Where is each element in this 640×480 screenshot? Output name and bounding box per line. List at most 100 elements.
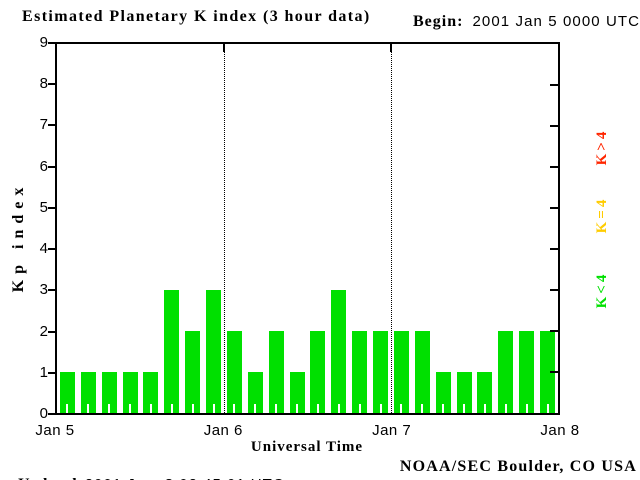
kp-bar — [101, 372, 117, 413]
x-minor-tick — [504, 404, 507, 413]
left-y-tick — [48, 371, 55, 374]
x-minor-tick — [525, 404, 528, 413]
kp-bar — [59, 372, 75, 413]
begin-value: 2001 Jan 5 0000 UTC — [472, 13, 640, 30]
legend-k-lt4: K<4 — [594, 271, 610, 309]
x-tick-label: Jan 7 — [372, 422, 412, 439]
kp-bar — [289, 372, 305, 413]
x-minor-tick — [233, 404, 236, 413]
right-y-tick — [550, 371, 558, 373]
y-tick-label: 5 — [39, 198, 48, 216]
day-boundary-gridline — [391, 44, 392, 413]
kp-bar — [80, 372, 96, 413]
kp-bar — [393, 331, 409, 413]
right-y-tick — [550, 248, 558, 250]
x-minor-tick — [149, 404, 152, 413]
x-minor-tick — [400, 404, 403, 413]
left-y-tick — [48, 165, 55, 168]
begin-timestamp: Begin: 2001 Jan 5 0000 UTC — [413, 13, 640, 31]
left-y-tick — [48, 248, 55, 251]
left-y-tick — [48, 42, 55, 44]
x-minor-tick — [87, 404, 90, 413]
kp-bar — [352, 331, 368, 413]
kp-bar — [331, 290, 347, 413]
updated-value: 2001 Jan 8 02:45:01 UTC — [77, 476, 285, 480]
day-boundary-gridline — [224, 44, 225, 413]
y-axis-title: Kp index — [10, 181, 27, 293]
x-minor-tick — [546, 404, 549, 413]
x-tick-label: Jan 5 — [35, 422, 75, 439]
kp-bar — [519, 331, 535, 413]
plot-area — [57, 44, 558, 413]
x-minor-tick — [275, 404, 278, 413]
y-tick-label: 7 — [39, 116, 48, 134]
y-tick-label: 0 — [39, 405, 48, 422]
x-tick-label: Jan 8 — [540, 422, 580, 439]
y-tick-label: 1 — [39, 363, 48, 381]
x-axis-title: Universal Time — [250, 439, 364, 455]
kp-bar — [268, 331, 284, 413]
chart-title: Estimated Planetary K index (3 hour data… — [22, 8, 371, 25]
right-y-tick — [550, 207, 558, 209]
left-y-tick — [48, 330, 55, 333]
kp-bar — [373, 331, 389, 413]
kp-bar — [226, 331, 242, 413]
kp-bar — [477, 372, 493, 413]
kp-bar — [414, 331, 430, 413]
kp-bar — [310, 331, 326, 413]
x-minor-tick — [483, 404, 486, 413]
plot-frame — [55, 42, 560, 415]
updated-timestamp: Updated2001 Jan 8 02:45:01 UTC — [2, 458, 285, 480]
x-minor-tick — [108, 404, 111, 413]
kp-bar — [206, 290, 222, 413]
legend-k-eq4: K=4 — [594, 196, 610, 234]
credit-text: NOAA/SEC Boulder, CO USA — [399, 458, 637, 475]
x-minor-tick — [463, 404, 466, 413]
x-minor-tick — [129, 404, 132, 413]
y-tick-label: 3 — [39, 281, 48, 299]
top-day-tick — [223, 44, 225, 52]
y-tick-label: 2 — [39, 322, 48, 340]
x-minor-tick — [379, 404, 382, 413]
right-y-tick — [550, 166, 558, 168]
y-tick-label: 6 — [39, 157, 48, 175]
begin-label: Begin: — [413, 13, 464, 30]
left-y-tick — [48, 83, 55, 86]
kp-bar — [164, 290, 180, 413]
legend-k-gt4: K>4 — [594, 128, 610, 166]
y-tick-label: 8 — [39, 75, 48, 93]
left-y-tick — [48, 413, 55, 415]
left-y-tick — [48, 124, 55, 127]
left-y-tick — [48, 206, 55, 209]
x-minor-tick — [337, 404, 340, 413]
y-tick-label: 4 — [39, 240, 48, 258]
x-minor-tick — [316, 404, 319, 413]
x-minor-tick — [66, 404, 69, 413]
right-y-tick — [550, 330, 558, 332]
x-minor-tick — [442, 404, 445, 413]
top-day-tick — [390, 44, 392, 52]
kp-bar — [185, 331, 201, 413]
x-minor-tick — [254, 404, 257, 413]
x-minor-tick — [421, 404, 424, 413]
kp-bar — [540, 331, 556, 413]
kp-bar — [122, 372, 138, 413]
kp-bar — [247, 372, 263, 413]
kp-bar — [498, 331, 514, 413]
right-y-tick — [550, 125, 558, 127]
x-tick-label: Jan 6 — [203, 422, 243, 439]
x-minor-tick — [296, 404, 299, 413]
kp-bar — [435, 372, 451, 413]
updated-label: Updated — [18, 476, 77, 480]
kp-bar — [456, 372, 472, 413]
right-y-tick — [550, 84, 558, 86]
x-minor-tick — [170, 404, 173, 413]
left-y-tick — [48, 289, 55, 292]
y-tick-label: 9 — [39, 34, 48, 51]
kp-bar — [143, 372, 159, 413]
x-minor-tick — [191, 404, 194, 413]
x-minor-tick — [358, 404, 361, 413]
x-minor-tick — [212, 404, 215, 413]
right-y-tick — [550, 289, 558, 291]
